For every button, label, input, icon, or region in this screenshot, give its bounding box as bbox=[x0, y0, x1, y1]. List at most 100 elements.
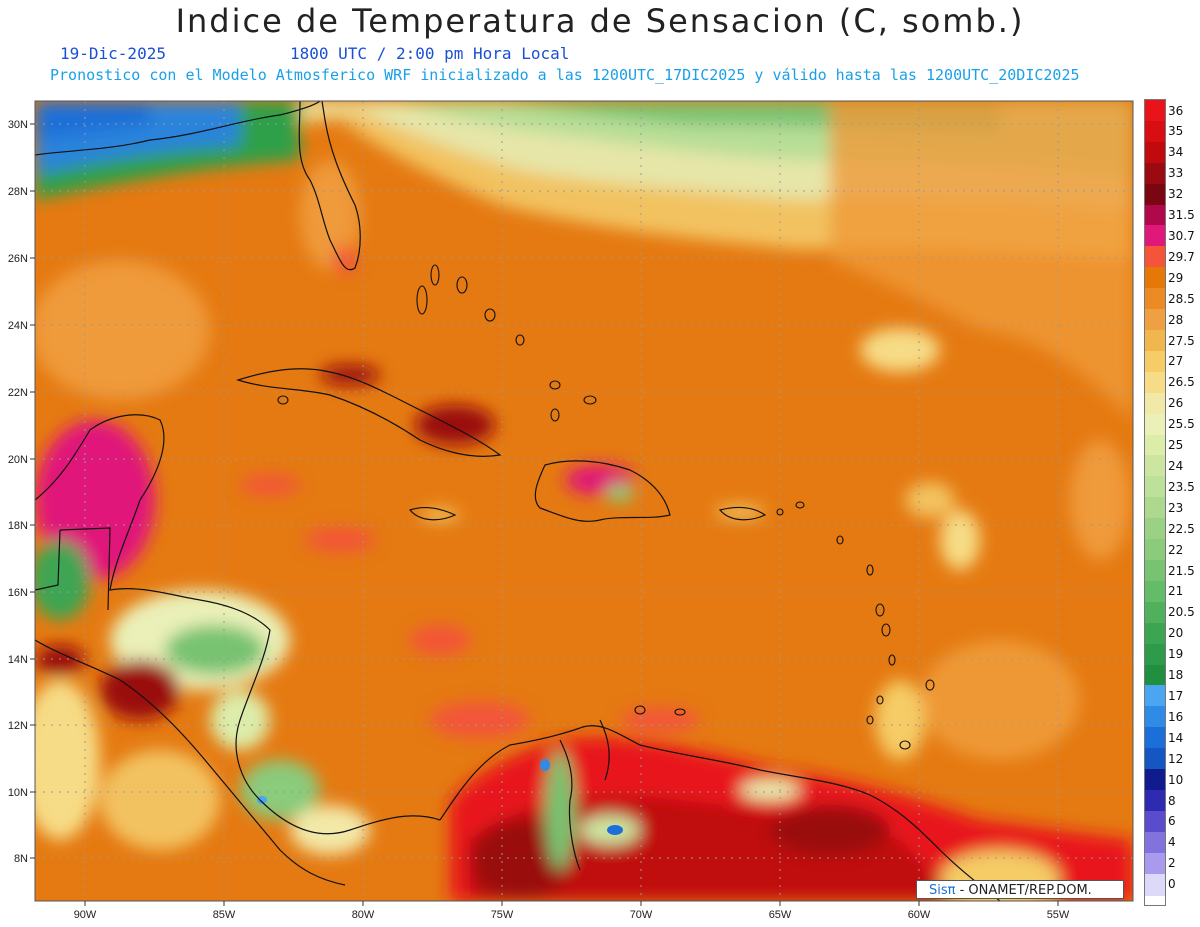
legend-label: 35 bbox=[1168, 124, 1184, 139]
forecast-date: 19-Dic-2025 bbox=[60, 44, 166, 63]
legend-swatch bbox=[1145, 643, 1165, 666]
lat-label: 22N bbox=[8, 387, 28, 399]
lon-label: 65W bbox=[769, 909, 792, 921]
legend-label: 31.5 bbox=[1168, 208, 1195, 223]
legend-label: 26 bbox=[1168, 396, 1184, 411]
lat-label: 12N bbox=[8, 720, 28, 732]
color-scale-legend bbox=[1144, 99, 1166, 906]
legend-label: 29 bbox=[1168, 270, 1184, 285]
legend-swatch bbox=[1145, 831, 1165, 854]
legend-swatch bbox=[1145, 706, 1165, 729]
legend-swatch bbox=[1145, 497, 1165, 520]
lat-label: 10N bbox=[8, 787, 28, 799]
legend-label: 34 bbox=[1168, 145, 1184, 160]
legend-label: 2 bbox=[1168, 856, 1176, 871]
longitude-labels: 90W 85W 80W 75W 70W 65W 60W 55W bbox=[74, 909, 1070, 921]
legend-swatch bbox=[1145, 622, 1165, 645]
legend-label: 29.7 bbox=[1168, 249, 1195, 264]
legend-label: 32 bbox=[1168, 187, 1184, 202]
legend-label: 23 bbox=[1168, 500, 1184, 515]
lat-label: 18N bbox=[8, 520, 28, 532]
legend-swatch bbox=[1145, 852, 1165, 875]
legend-swatch bbox=[1145, 685, 1165, 708]
legend-swatch bbox=[1145, 664, 1165, 687]
legend-label: 0 bbox=[1168, 877, 1176, 892]
legend-swatch bbox=[1145, 309, 1165, 331]
legend-swatch bbox=[1145, 434, 1165, 457]
legend-swatch bbox=[1145, 748, 1165, 771]
legend-swatch bbox=[1145, 560, 1165, 582]
source-text: - ONAMET/REP.DOM. bbox=[955, 883, 1092, 898]
legend-label: 21 bbox=[1168, 584, 1184, 599]
lat-lon-grid bbox=[35, 101, 1133, 901]
legend-label: 14 bbox=[1168, 730, 1184, 745]
lon-label: 85W bbox=[213, 909, 236, 921]
lon-label: 90W bbox=[74, 909, 97, 921]
legend-label: 8 bbox=[1168, 793, 1176, 808]
legend-swatch bbox=[1145, 727, 1165, 750]
lon-label: 55W bbox=[1047, 909, 1070, 921]
legend-label: 21.5 bbox=[1168, 563, 1195, 578]
legend-swatch bbox=[1145, 246, 1165, 269]
legend-swatch bbox=[1145, 141, 1165, 164]
legend-label: 28.5 bbox=[1168, 291, 1195, 306]
legend-label: 26.5 bbox=[1168, 375, 1195, 390]
coastlines bbox=[35, 101, 1001, 901]
legend-swatch bbox=[1145, 810, 1165, 833]
legend-swatch bbox=[1145, 790, 1165, 812]
legend-swatch bbox=[1145, 873, 1165, 896]
legend-label: 20.5 bbox=[1168, 605, 1195, 620]
legend-swatch bbox=[1145, 601, 1165, 624]
lat-label: 16N bbox=[8, 587, 28, 599]
legend-swatch bbox=[1145, 288, 1165, 311]
legend-swatch bbox=[1145, 539, 1165, 561]
lon-label: 70W bbox=[630, 909, 653, 921]
legend-label: 24 bbox=[1168, 458, 1184, 473]
legend-label: 27.5 bbox=[1168, 333, 1195, 348]
legend-swatch bbox=[1145, 413, 1165, 436]
source-badge: Sisπ - ONAMET/REP.DOM. bbox=[916, 880, 1124, 899]
model-note: Pronostico con el Modelo Atmosferico WRF… bbox=[50, 66, 1080, 84]
axis-ticks bbox=[30, 123, 1059, 906]
lat-label: 30N bbox=[8, 119, 28, 131]
legend-swatch bbox=[1145, 225, 1165, 248]
map-title: Indice de Temperatura de Sensacion (C, s… bbox=[175, 2, 1025, 40]
legend-swatch bbox=[1145, 330, 1165, 352]
color-field bbox=[35, 101, 1133, 901]
legend-swatch bbox=[1145, 204, 1165, 227]
legend-label: 19 bbox=[1168, 647, 1184, 662]
legend-label: 22 bbox=[1168, 542, 1184, 557]
legend-label: 12 bbox=[1168, 751, 1184, 766]
legend-label: 10 bbox=[1168, 772, 1184, 787]
legend-swatch bbox=[1145, 267, 1165, 290]
legend-label: 18 bbox=[1168, 668, 1184, 683]
legend-swatch bbox=[1145, 350, 1165, 373]
lon-label: 60W bbox=[908, 909, 931, 921]
legend-label: 4 bbox=[1168, 835, 1176, 850]
legend-swatch bbox=[1145, 769, 1165, 791]
legend-label: 27 bbox=[1168, 354, 1184, 369]
lon-label: 80W bbox=[352, 909, 375, 921]
legend-swatch bbox=[1145, 518, 1165, 541]
lat-label: 20N bbox=[8, 454, 28, 466]
legend-swatch bbox=[1145, 371, 1165, 394]
lat-label: 8N bbox=[14, 853, 28, 865]
legend-swatch bbox=[1145, 120, 1165, 143]
legend-swatch bbox=[1145, 476, 1165, 499]
legend-label: 16 bbox=[1168, 709, 1184, 724]
island-outlines bbox=[277, 264, 935, 750]
legend-label: 23.5 bbox=[1168, 479, 1195, 494]
map-frame bbox=[34, 100, 1134, 902]
forecast-time: 1800 UTC / 2:00 pm Hora Local bbox=[290, 44, 570, 63]
legend-label: 30.7 bbox=[1168, 228, 1195, 243]
legend-label: 20 bbox=[1168, 626, 1184, 641]
legend-swatch bbox=[1145, 455, 1165, 478]
legend-label: 36 bbox=[1168, 103, 1184, 118]
latitude-labels: 30N 28N 26N 24N 22N 20N 18N 16N 14N 12N … bbox=[8, 119, 28, 865]
legend-swatch bbox=[1145, 580, 1165, 603]
lat-label: 26N bbox=[8, 253, 28, 265]
lat-label: 28N bbox=[8, 186, 28, 198]
sispi-logo: Sisπ bbox=[929, 883, 956, 898]
legend-label: 6 bbox=[1168, 814, 1176, 829]
